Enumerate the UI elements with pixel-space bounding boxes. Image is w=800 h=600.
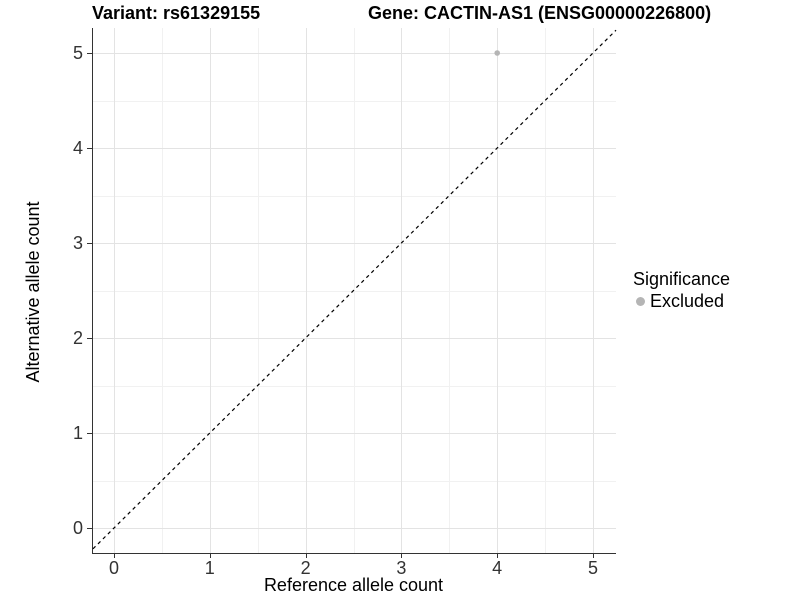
x-tick-label: 5	[587, 558, 598, 578]
major-horizontal-gridline	[93, 148, 616, 149]
x-axis-tick	[209, 553, 211, 558]
minor-horizontal-gridline	[93, 195, 616, 197]
x-tick-label: 2	[300, 558, 311, 578]
y-axis-tick	[87, 53, 92, 54]
y-tick-label: 2	[72, 328, 83, 348]
major-vertical-gridline	[305, 28, 307, 553]
x-axis-tick	[305, 553, 307, 558]
y-axis-tick	[87, 433, 92, 434]
minor-horizontal-gridline	[93, 290, 616, 292]
legend: Significance Excluded	[631, 268, 730, 311]
x-axis-title: Reference allele count	[263, 575, 444, 595]
major-vertical-gridline	[209, 28, 211, 553]
legend-item-label: Excluded	[650, 291, 725, 311]
y-axis-tick	[87, 148, 92, 149]
x-axis-tick	[114, 553, 115, 558]
excluded-point-icon	[636, 296, 645, 306]
major-horizontal-gridline	[93, 53, 616, 54]
plot-title-variant: Variant: rs61329155	[92, 3, 261, 23]
minor-horizontal-gridline	[93, 100, 616, 102]
y-axis-tick	[87, 528, 92, 529]
x-tick-label: 3	[396, 558, 407, 578]
major-vertical-gridline	[497, 28, 499, 553]
y-tick-label: 4	[72, 138, 83, 158]
major-vertical-gridline	[114, 28, 115, 553]
y-tick-label: 1	[72, 423, 83, 443]
identity-dashed-line	[92, 29, 617, 550]
major-horizontal-gridline	[93, 433, 616, 434]
x-tick-label: 1	[204, 558, 215, 578]
minor-horizontal-gridline	[93, 385, 616, 387]
major-horizontal-gridline	[93, 243, 616, 244]
x-tick-label: 4	[492, 558, 503, 578]
y-tick-label: 0	[72, 518, 83, 538]
plot-overlay	[92, 29, 617, 550]
plot-panel: 0 1 2 3 4 5 0 1 2 3 4 5	[73, 28, 617, 577]
minor-horizontal-gridline	[93, 480, 616, 482]
major-horizontal-gridline	[93, 528, 616, 529]
data-point	[494, 50, 501, 56]
major-horizontal-gridline	[93, 338, 616, 339]
y-axis-tick	[87, 243, 92, 244]
x-axis-tick	[497, 553, 499, 558]
x-axis-tick	[593, 553, 594, 558]
y-axis-title: Alternative allele count	[23, 201, 43, 383]
legend-item-excluded: Excluded	[636, 291, 730, 311]
y-tick-label: 3	[72, 233, 83, 253]
major-vertical-gridline	[401, 28, 403, 553]
plot-title-gene: Gene: CACTIN-AS1 (ENSG00000226800)	[368, 3, 712, 23]
x-tick-label: 0	[108, 558, 119, 578]
y-axis-tick	[87, 338, 92, 339]
x-axis-tick	[401, 553, 403, 558]
major-vertical-gridline	[593, 28, 594, 553]
y-tick-label: 5	[72, 43, 83, 63]
legend-title: Significance	[633, 269, 731, 289]
